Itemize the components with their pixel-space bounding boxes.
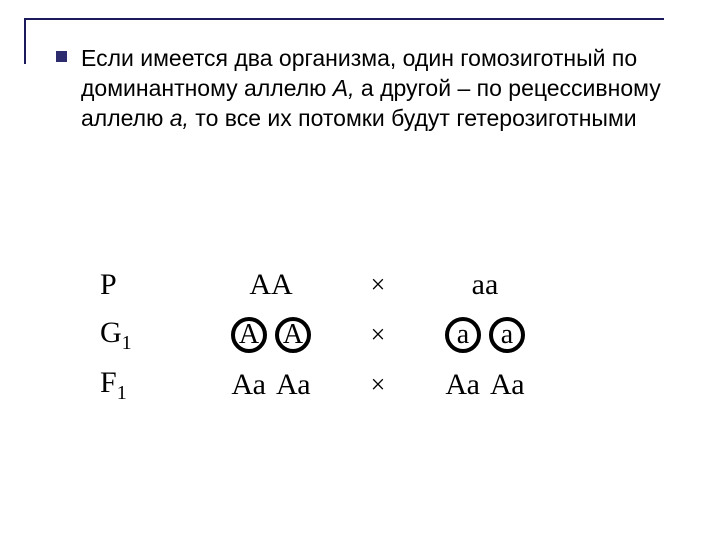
gamete-a-2: а — [488, 316, 526, 354]
gametes-left: А А — [196, 316, 346, 354]
gamete-text: а — [501, 319, 513, 351]
bullet-row: Если имеется два организма, один гомозиг… — [56, 44, 680, 134]
gamete-row: G1 А А × а а — [100, 310, 560, 360]
text-tail: то все их потомки будут гетерозиготными — [189, 105, 637, 131]
allele-A: А, — [333, 75, 355, 101]
allele-a: а, — [170, 105, 189, 131]
label-G1-sub: 1 — [122, 332, 132, 354]
gamete-text: А — [283, 319, 303, 351]
gamete-text: а — [457, 319, 469, 351]
frame-top-line — [24, 18, 664, 20]
label-G1: G1 — [100, 316, 196, 355]
offspring-Aa: Аа — [231, 368, 266, 402]
cross-symbol: × — [346, 270, 410, 300]
gamete-a-1: а — [444, 316, 482, 354]
cross-symbol: × — [346, 320, 410, 350]
label-P: P — [100, 268, 196, 302]
f1-right: Аа Аа — [410, 368, 560, 402]
gamete-text: А — [239, 319, 259, 351]
f1-left: Аа Аа — [196, 368, 346, 402]
label-G1-main: G — [100, 316, 122, 349]
genotype-aa: аа — [472, 268, 499, 302]
offspring-Aa: Аа — [490, 368, 525, 402]
f1-right-pair: Аа Аа — [445, 368, 524, 402]
paragraph-text: Если имеется два организма, один гомозиг… — [81, 44, 680, 134]
offspring-Aa: Аа — [445, 368, 480, 402]
genotype-AA: АА — [249, 268, 292, 302]
f1-left-pair: Аа Аа — [231, 368, 310, 402]
content-area: Если имеется два организма, один гомозиг… — [56, 44, 680, 134]
gamete-A-2: А — [274, 316, 312, 354]
genetic-cross-diagram: P АА × аа G1 А А × а — [100, 260, 560, 410]
frame-left-line — [24, 18, 26, 64]
square-bullet-icon — [56, 51, 67, 62]
parent-right: аа — [410, 268, 560, 302]
f1-row: F1 Аа Аа × Аа Аа — [100, 360, 560, 410]
gamete-A-1: А — [230, 316, 268, 354]
parent-left: АА — [196, 268, 346, 302]
parent-row: P АА × аа — [100, 260, 560, 310]
label-F1-sub: 1 — [117, 382, 127, 404]
label-F1: F1 — [100, 366, 196, 405]
gametes-right: а а — [410, 316, 560, 354]
offspring-Aa: Аа — [276, 368, 311, 402]
cross-symbol: × — [346, 370, 410, 400]
label-F1-main: F — [100, 366, 117, 399]
